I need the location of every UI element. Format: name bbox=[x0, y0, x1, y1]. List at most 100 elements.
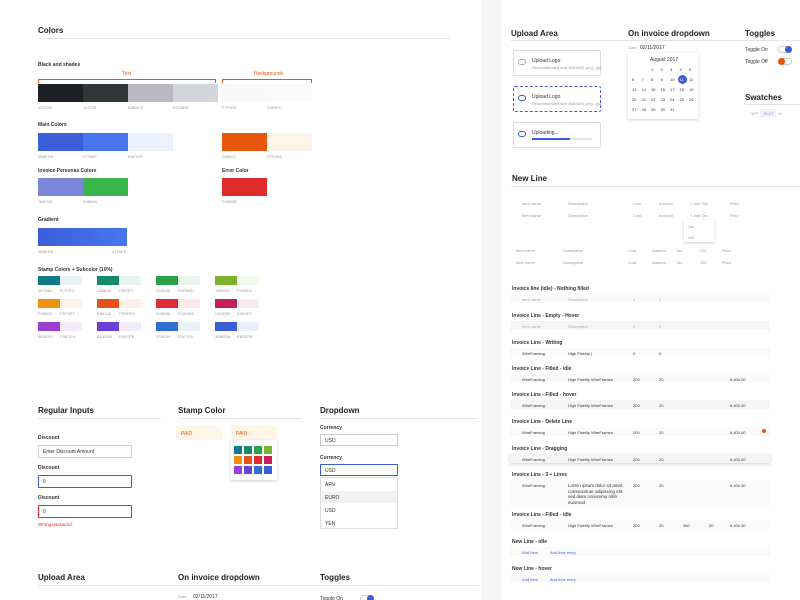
line-cell[interactable]: Add time entry bbox=[550, 550, 576, 555]
line-cell[interactable]: WireFraming bbox=[522, 523, 545, 528]
calendar-day[interactable]: 21 bbox=[641, 97, 646, 102]
line-cell[interactable]: Item name bbox=[522, 297, 541, 302]
calendar-day[interactable]: 28 bbox=[641, 107, 646, 112]
line-cell[interactable]: High Fidelity WireFrames bbox=[568, 523, 613, 528]
line-cell[interactable]: WireFraming bbox=[522, 483, 545, 488]
line-cell[interactable]: WireFraming bbox=[522, 457, 545, 462]
calendar-day[interactable]: 30 bbox=[660, 107, 665, 112]
tax-option[interactable]: Tax bbox=[688, 224, 695, 229]
line-cell[interactable]: 260 bbox=[683, 523, 690, 528]
line-cell[interactable]: WireFraming bbox=[522, 351, 545, 356]
line-cell[interactable]: Add Item bbox=[522, 550, 539, 555]
line-cell[interactable]: 0 bbox=[633, 297, 636, 302]
calendar-day[interactable]: 10 bbox=[670, 77, 675, 82]
line-cell[interactable]: 6,400.00 bbox=[730, 403, 746, 408]
calendar-day[interactable]: 29 bbox=[651, 107, 656, 112]
line-cell[interactable]: Description bbox=[568, 297, 589, 302]
calendar-day[interactable]: 24 bbox=[670, 97, 675, 102]
option[interactable]: YEN bbox=[325, 521, 336, 527]
calendar-day[interactable]: 25 bbox=[679, 97, 684, 102]
line-cell[interactable]: 200 bbox=[633, 483, 640, 488]
line-cell[interactable]: 20 bbox=[659, 483, 664, 488]
calendar-day[interactable]: 13 bbox=[632, 87, 637, 92]
line-cell[interactable]: 20 bbox=[659, 523, 664, 528]
line-cell[interactable]: 200 bbox=[633, 457, 640, 462]
line-cell[interactable]: 6,400.00 bbox=[730, 457, 746, 462]
calendar-day[interactable]: 2 bbox=[660, 67, 663, 72]
line-cell[interactable]: High Fidelity WireFrames bbox=[568, 377, 613, 382]
column-header: Cost bbox=[628, 260, 637, 265]
line-cell[interactable]: 6,400.00 bbox=[730, 377, 746, 382]
line-row bbox=[510, 480, 770, 506]
input-value[interactable]: Enter Discount Amount bbox=[43, 449, 95, 455]
line-cell[interactable]: 0 bbox=[659, 324, 662, 329]
line-cell[interactable]: High Fidelity WireFrames bbox=[568, 457, 613, 462]
line-cell[interactable]: 200 bbox=[633, 430, 640, 435]
line-cell[interactable]: High Fidelity | bbox=[568, 351, 593, 356]
calendar-day[interactable]: 26 bbox=[689, 97, 694, 102]
upload-title[interactable]: Upload Logo bbox=[532, 94, 561, 100]
calendar-day[interactable]: 4 bbox=[679, 67, 682, 72]
line-cell[interactable]: 20 bbox=[709, 523, 714, 528]
calendar-day[interactable]: 18 bbox=[679, 87, 684, 92]
line-cell[interactable]: Add time entry bbox=[550, 577, 576, 582]
swatch-option[interactable]: FLAT bbox=[764, 111, 774, 116]
calendar-day[interactable]: 3 bbox=[670, 67, 673, 72]
calendar-day[interactable]: 15 bbox=[651, 87, 656, 92]
calendar-day[interactable]: 7 bbox=[641, 77, 644, 82]
line-cell[interactable]: 20 bbox=[659, 430, 664, 435]
line-cell[interactable]: 0 bbox=[659, 297, 662, 302]
line-cell[interactable]: Add Item bbox=[522, 577, 539, 582]
line-state-label: Invoice Line - Filled - idle bbox=[512, 512, 572, 518]
line-cell[interactable]: High Fidelity WireFrames bbox=[568, 430, 613, 435]
swatch-option[interactable]: % bbox=[778, 111, 782, 116]
input-value[interactable]: 0 bbox=[43, 509, 46, 515]
swatch-option[interactable]: OFF bbox=[750, 111, 758, 116]
calendar-day[interactable]: 22 bbox=[651, 97, 656, 102]
input-value[interactable]: 0 bbox=[43, 479, 46, 485]
calendar-day[interactable]: 12 bbox=[689, 77, 694, 82]
calendar-day[interactable]: 1 bbox=[651, 67, 654, 72]
calendar-day[interactable]: 11 bbox=[679, 77, 684, 82]
option[interactable]: EURO bbox=[325, 495, 340, 501]
select-value[interactable]: USD bbox=[325, 438, 336, 444]
line-cell[interactable]: 200 bbox=[633, 523, 640, 528]
line-cell[interactable]: 0 bbox=[633, 324, 636, 329]
line-cell[interactable]: 0 bbox=[633, 351, 636, 356]
calendar-day[interactable]: 8 bbox=[651, 77, 654, 82]
calendar-day[interactable]: 19 bbox=[689, 87, 694, 92]
line-cell[interactable]: 6,400.00 bbox=[730, 430, 746, 435]
line-cell[interactable]: WireFraming bbox=[522, 403, 545, 408]
calendar-day[interactable]: 9 bbox=[660, 77, 663, 82]
select-value[interactable]: USD bbox=[325, 468, 336, 474]
line-cell[interactable]: Description bbox=[568, 324, 589, 329]
option[interactable]: USD bbox=[325, 508, 336, 514]
line-cell[interactable]: Item name bbox=[522, 324, 541, 329]
calendar-day[interactable]: 23 bbox=[660, 97, 665, 102]
calendar-day[interactable]: 20 bbox=[632, 97, 637, 102]
calendar-day[interactable]: 17 bbox=[670, 87, 675, 92]
calendar-day[interactable]: 5 bbox=[689, 67, 692, 72]
option[interactable]: AFN bbox=[325, 482, 335, 488]
line-cell[interactable]: 6,400.00 bbox=[730, 523, 746, 528]
line-cell[interactable]: 200 bbox=[633, 377, 640, 382]
line-cell[interactable]: High Fidelity WireFrames bbox=[568, 403, 613, 408]
calendar-day[interactable]: 6 bbox=[632, 77, 635, 82]
line-cell[interactable]: WireFraming bbox=[522, 430, 545, 435]
line-cell[interactable]: 20 bbox=[659, 377, 664, 382]
calendar-day[interactable]: 14 bbox=[641, 87, 646, 92]
line-cell[interactable]: 6,400.00 bbox=[730, 483, 746, 488]
upload-title[interactable]: Upload Logo bbox=[532, 58, 561, 64]
line-cell[interactable]: WireFraming bbox=[522, 377, 545, 382]
line-cell[interactable]: 0 bbox=[659, 351, 662, 356]
tax-option[interactable]: VAT bbox=[688, 235, 696, 240]
line-cell[interactable]: 200 bbox=[633, 403, 640, 408]
line-cell[interactable]: 20 bbox=[659, 403, 664, 408]
calendar-day[interactable]: 27 bbox=[632, 107, 637, 112]
calendar-day[interactable]: 31 bbox=[670, 107, 675, 112]
date-value[interactable]: 02/11/2017 bbox=[640, 45, 665, 51]
line-cell[interactable]: Lorem ipsum dolor sit amet, consectetuer… bbox=[568, 483, 624, 505]
line-cell[interactable]: 20 bbox=[659, 457, 664, 462]
calendar-day[interactable]: 16 bbox=[660, 87, 665, 92]
label: Date bbox=[178, 594, 187, 599]
